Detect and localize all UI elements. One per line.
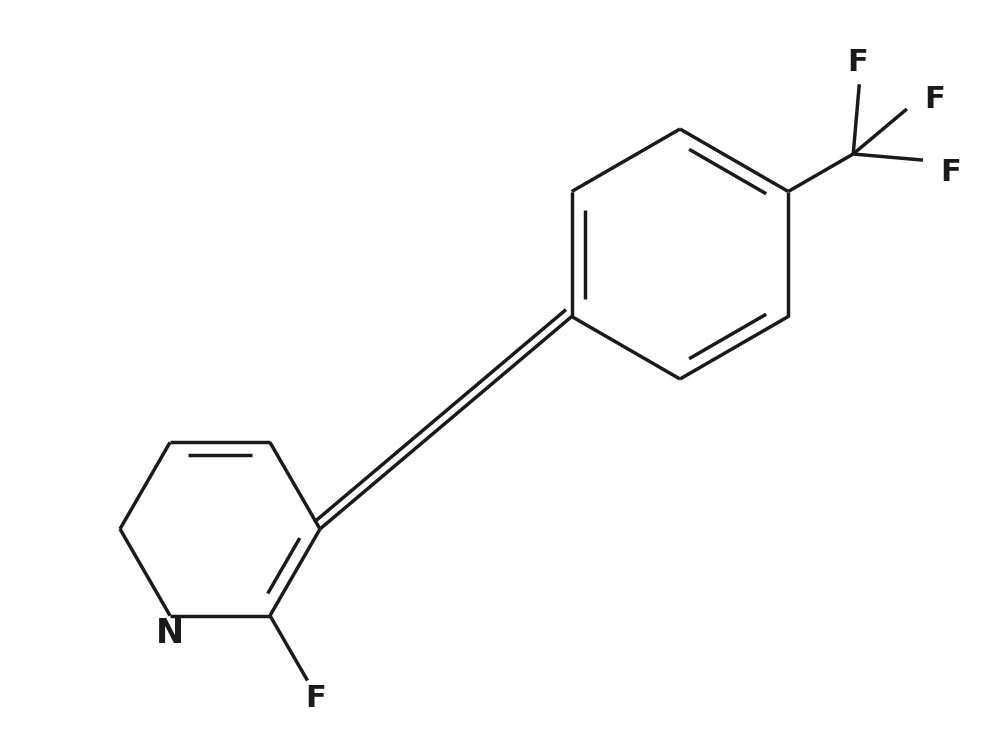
Text: F: F bbox=[925, 84, 946, 114]
Text: F: F bbox=[305, 684, 326, 713]
Text: N: N bbox=[156, 617, 184, 650]
Text: F: F bbox=[847, 48, 868, 77]
Text: F: F bbox=[941, 157, 962, 187]
